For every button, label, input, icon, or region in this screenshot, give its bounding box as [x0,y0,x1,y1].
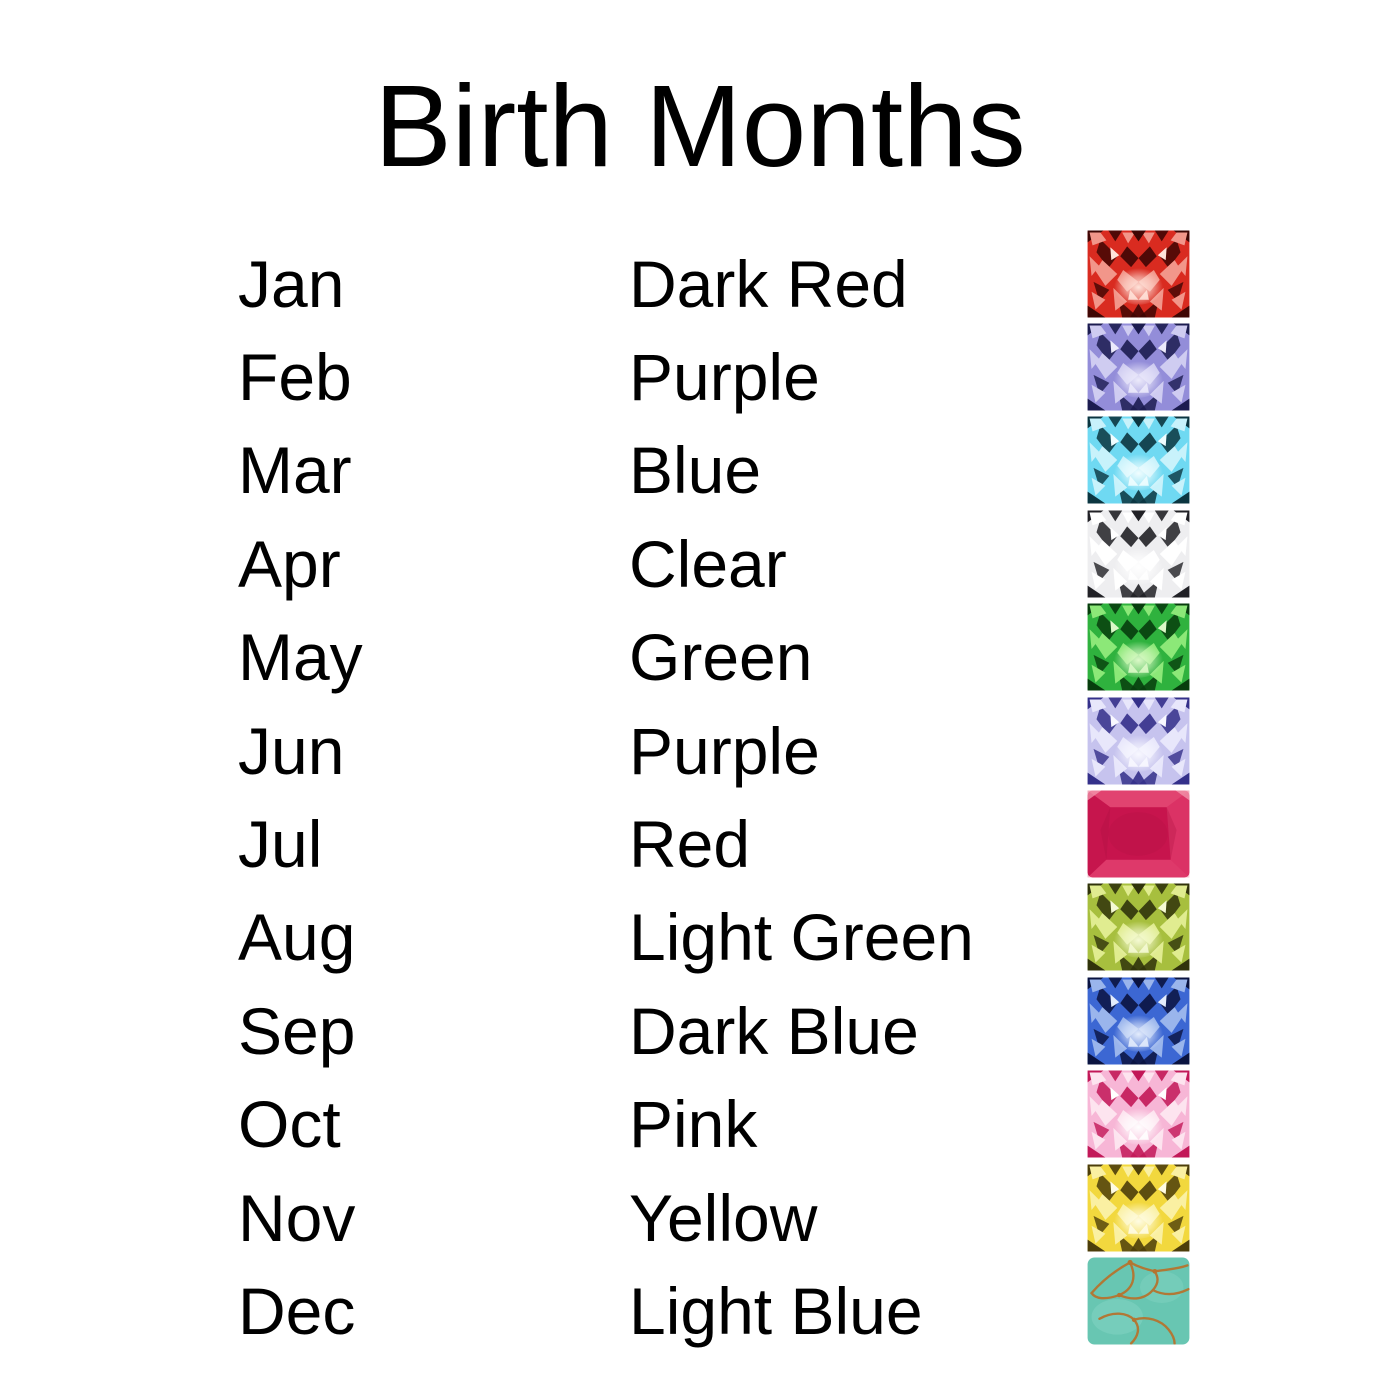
birthstone-table: Jan Dark Red [0,227,1400,1348]
month-label: Jul [238,807,323,882]
birthstone-color-label: Green [629,620,813,695]
birth-month-row: Nov Yellow [0,1161,1400,1254]
purple-gem-icon [1087,323,1190,411]
birthstone-color-label: Yellow [629,1180,818,1255]
birthstone-color-label: Light Green [629,900,974,975]
blue-gem-icon [1087,416,1190,504]
birth-month-row: Dec Light Blue [0,1254,1400,1347]
birth-month-row: Apr Clear [0,507,1400,600]
month-label: Sep [238,993,356,1068]
dark-red-gem-icon [1087,230,1190,318]
birthstone-color-label: Blue [629,433,762,508]
month-label: Dec [238,1273,356,1348]
birthstone-color-label: Clear [629,526,787,601]
month-label: Aug [238,900,356,975]
birthstone-color-label: Dark Blue [629,993,919,1068]
dark-blue-gem-icon [1087,977,1190,1065]
birthstone-color-label: Red [629,807,751,882]
month-label: Oct [238,1087,341,1162]
birth-month-row: Jan Dark Red [0,227,1400,320]
birth-month-row: Feb Purple [0,320,1400,413]
month-label: Nov [238,1180,356,1255]
birth-month-row: May Green [0,601,1400,694]
birth-month-row: Oct Pink [0,1068,1400,1161]
month-label: Jan [238,246,345,321]
pink-gem-icon [1087,1070,1190,1158]
month-label: May [238,620,363,695]
birth-month-row: Aug Light Green [0,881,1400,974]
birthstone-color-label: Purple [629,713,820,788]
birthstone-color-label: Purple [629,340,820,415]
month-label: Feb [238,340,352,415]
yellow-gem-icon [1087,1164,1190,1252]
birth-month-row: Jul Red [0,787,1400,880]
light-purple-gem-icon [1087,697,1190,785]
turquoise-gem-icon [1087,1257,1190,1345]
month-label: Jun [238,713,345,788]
birth-month-row: Sep Dark Blue [0,974,1400,1067]
month-label: Mar [238,433,352,508]
birthstone-color-label: Dark Red [629,246,908,321]
birthstone-color-label: Pink [629,1087,758,1162]
birthstone-color-label: Light Blue [629,1273,923,1348]
green-gem-icon [1087,603,1190,691]
page-title: Birth Months [374,61,1026,191]
birth-month-row: Jun Purple [0,694,1400,787]
light-green-gem-icon [1087,883,1190,971]
red-gem-icon [1087,790,1190,878]
month-label: Apr [238,526,341,601]
clear-gem-icon [1087,510,1190,598]
birth-month-row: Mar Blue [0,414,1400,507]
